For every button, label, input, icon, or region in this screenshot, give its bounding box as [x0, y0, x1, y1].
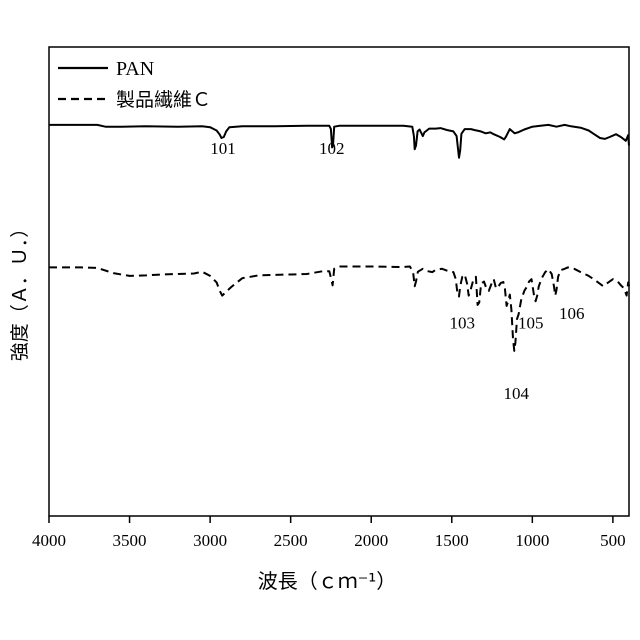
x-tick-label: 3500: [113, 531, 147, 550]
peak-annotation: 104: [503, 384, 529, 403]
peak-annotation: 105: [518, 313, 544, 332]
annotation-layer: 101 102 103 104 105 106: [210, 139, 584, 403]
x-tick-label: 1000: [515, 531, 549, 550]
legend-label-pan: PAN: [116, 58, 154, 80]
peak-annotation: 103: [450, 313, 476, 332]
x-tick-label: 1500: [435, 531, 469, 550]
plot-frame: [49, 47, 629, 516]
x-tick-label: 500: [600, 531, 626, 550]
legend-label-product-fiber: 製品繊維Ｃ: [116, 89, 211, 111]
x-axis-ticks: 4000 3500 3000 2500 2000 1500 1000 500: [32, 516, 626, 550]
legend: PAN 製品繊維Ｃ: [58, 58, 211, 111]
x-tick-label: 2000: [354, 531, 388, 550]
peak-annotation: 101: [210, 139, 236, 158]
peak-annotation: 106: [559, 304, 585, 323]
peak-annotation: 102: [319, 139, 345, 158]
x-tick-label: 4000: [32, 531, 66, 550]
y-axis-label: 強度（Ａ．Ｕ．）: [9, 219, 31, 362]
x-tick-label: 3000: [193, 531, 227, 550]
x-tick-label: 2500: [274, 531, 308, 550]
x-axis-label: 波長（ｃｍ⁻¹）: [258, 569, 397, 593]
series-line-product-fiber: [49, 267, 629, 351]
